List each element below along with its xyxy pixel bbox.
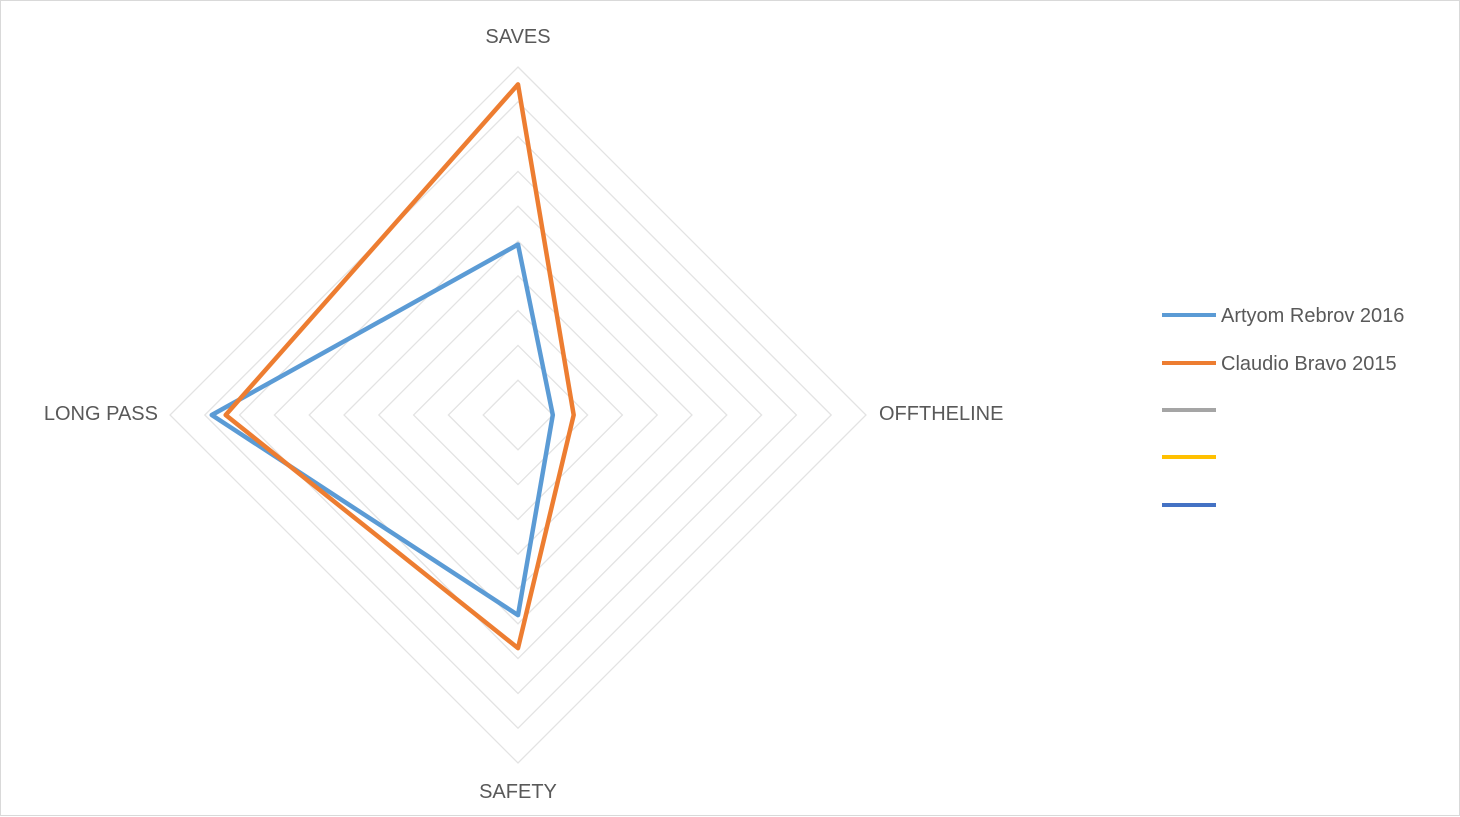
axis-labels: SAVES OFFTHELINE SAFETY LONG PASS: [44, 26, 1004, 803]
grid-ring: [308, 205, 728, 625]
axis-label-offtheline: OFFTHELINE: [879, 403, 1003, 425]
radar-grid: [169, 66, 867, 764]
legend-item: Claudio Bravo 2015: [1162, 353, 1397, 375]
axis-label-saves: SAVES: [485, 26, 550, 48]
grid-ring: [377, 274, 659, 556]
axis-label-long-pass: LONG PASS: [44, 403, 158, 425]
grid-ring: [412, 309, 624, 521]
legend: Artyom Rebrov 2016 Claudio Bravo 2015: [1162, 305, 1404, 507]
series-line-claudio-bravo-2015: [223, 82, 576, 651]
series-group: [209, 82, 576, 651]
grid-ring: [482, 379, 554, 451]
legend-label: Claudio Bravo 2015: [1221, 353, 1397, 375]
axis-label-safety: SAFETY: [479, 781, 557, 803]
grid-ring: [169, 66, 867, 764]
grid-ring: [238, 135, 798, 695]
grid-ring: [203, 100, 833, 730]
legend-item: Artyom Rebrov 2016: [1162, 305, 1404, 327]
legend-label: Artyom Rebrov 2016: [1221, 305, 1404, 327]
grid-ring: [343, 240, 693, 590]
grid-ring: [447, 344, 589, 486]
series-line-artyom-rebrov-2016: [209, 242, 556, 618]
